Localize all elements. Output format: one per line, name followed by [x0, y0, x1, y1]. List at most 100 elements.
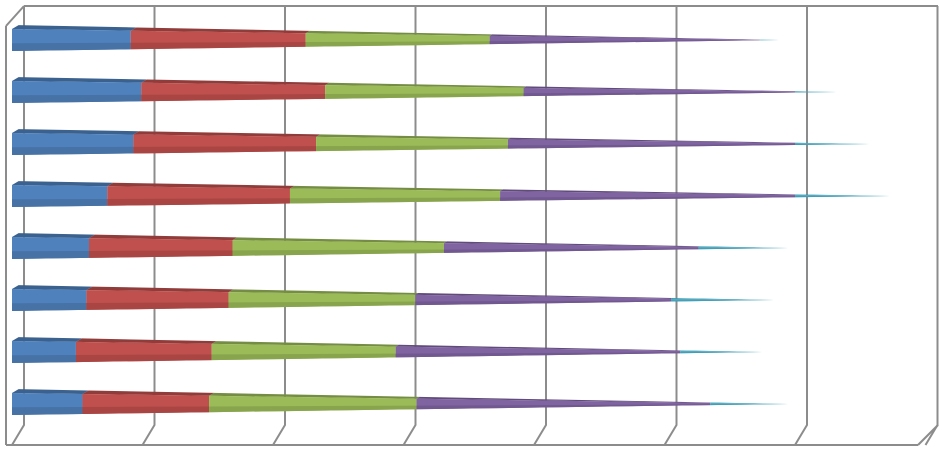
grid-line: [272, 6, 286, 446]
bar-segment: [12, 77, 147, 103]
bar-top: [228, 289, 419, 295]
bar-shadow: [211, 353, 396, 361]
bar-segment: [305, 30, 493, 47]
bar-segment: [107, 182, 295, 206]
bar-shadow: [12, 250, 89, 259]
bar-segment: [211, 341, 399, 361]
bar-top: [12, 77, 147, 83]
bar-top: [12, 25, 137, 31]
bar-shadow: [305, 41, 490, 47]
bar-top: [12, 337, 82, 342]
bar-shadow: [12, 94, 142, 103]
bar-segment: [795, 142, 870, 145]
bar-top: [12, 129, 140, 135]
bar-segment: [671, 297, 775, 302]
bar-top: [443, 241, 700, 247]
bar-shadow: [443, 248, 699, 253]
bar-top: [710, 402, 789, 404]
bar-shadow: [710, 404, 789, 406]
bar-segment: [795, 194, 891, 198]
bar-top: [395, 344, 681, 351]
bar-top: [289, 185, 504, 192]
frame: [5, 5, 939, 446]
bar-shadow: [82, 406, 210, 415]
bar-segment: [325, 82, 527, 99]
bar-segment: [232, 237, 447, 256]
bar-top: [416, 396, 711, 403]
bar-top: [82, 390, 214, 396]
bar-segment: [395, 344, 681, 358]
bar-segment: [141, 79, 330, 102]
grid-line: [11, 6, 25, 446]
bar-shadow: [12, 146, 134, 155]
bar-segment: [507, 137, 796, 149]
bar-shadow: [489, 40, 760, 45]
bar-segment: [12, 337, 82, 363]
bar-shadow: [228, 301, 416, 308]
bar-segment: [415, 293, 672, 306]
bar-shadow: [698, 248, 789, 250]
bar-shadow: [500, 196, 795, 201]
bar-top: [209, 392, 420, 399]
bar-segment: [12, 25, 137, 51]
bar-top: [86, 286, 234, 293]
bar-segment: [680, 350, 763, 354]
bar-segment: [12, 181, 114, 207]
bar-segment: [209, 392, 420, 413]
bar-top: [507, 137, 796, 144]
left-top: [5, 5, 25, 27]
bar-top: [325, 82, 527, 88]
bar-top: [489, 34, 760, 40]
bar-segment: [795, 91, 837, 93]
bar-segment: [12, 389, 89, 415]
bar-top: [671, 297, 775, 300]
bar-top: [316, 134, 511, 140]
bar-segment: [228, 289, 419, 308]
bar-top: [305, 30, 493, 36]
bar-shadow: [671, 300, 775, 302]
bar-segment: [759, 39, 780, 41]
bar-shadow: [316, 145, 508, 152]
bar-top: [523, 86, 796, 92]
bar-segment: [12, 233, 95, 259]
bar-top: [88, 234, 238, 241]
bar-segment: [416, 396, 711, 410]
bar-segment: [12, 285, 93, 311]
bar-top: [107, 182, 295, 189]
bar-shadow: [75, 354, 212, 363]
bar-shadow: [680, 352, 763, 354]
bar-segment: [489, 34, 760, 45]
bar-shadow: [12, 198, 108, 207]
bar-shadow: [209, 405, 417, 413]
bar-segment: [523, 86, 796, 97]
bar-segment: [130, 27, 310, 50]
bar-shadow: [523, 92, 795, 97]
bar-segment: [289, 185, 504, 204]
grid-line: [533, 6, 547, 446]
bar-shadow: [325, 93, 524, 99]
bar-shadow: [12, 355, 76, 363]
bar-shadow: [130, 42, 306, 50]
bar-top: [12, 233, 95, 239]
bar-top: [12, 181, 114, 187]
bar-segment: [12, 129, 140, 155]
bar-top: [12, 389, 89, 394]
bar-segment: [698, 246, 789, 250]
bar-top: [232, 237, 447, 244]
grid-line: [663, 6, 678, 446]
bar-shadow: [289, 197, 501, 204]
bar-shadow: [395, 352, 681, 358]
bar-segment: [443, 241, 700, 253]
bar-shadow: [415, 300, 672, 306]
bar-shadow: [795, 92, 837, 93]
bar-shadow: [12, 407, 83, 415]
bar-segment: [88, 234, 238, 258]
bar-top: [698, 246, 789, 248]
bar-segment: [316, 134, 511, 152]
bar-top: [795, 194, 891, 196]
bar-top: [141, 79, 330, 86]
bar-top: [795, 91, 837, 92]
bar-shadow: [133, 146, 317, 154]
grid-line: [794, 6, 808, 446]
